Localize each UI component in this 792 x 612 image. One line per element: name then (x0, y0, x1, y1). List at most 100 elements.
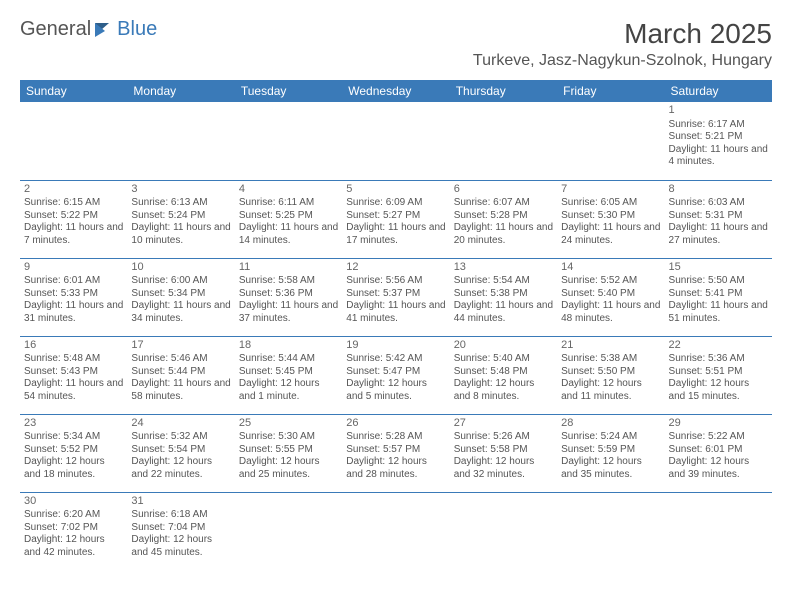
daylight-text: Daylight: 12 hours and 18 minutes. (24, 456, 123, 481)
sunset-text: Sunset: 5:52 PM (24, 444, 123, 457)
daylight-text: Daylight: 12 hours and 15 minutes. (669, 378, 768, 403)
sunset-text: Sunset: 5:50 PM (561, 366, 660, 379)
daylight-text: Daylight: 12 hours and 28 minutes. (346, 456, 445, 481)
calendar-cell: 6Sunrise: 6:07 AMSunset: 5:28 PMDaylight… (450, 180, 557, 258)
daylight-text: Daylight: 11 hours and 7 minutes. (24, 222, 123, 247)
sunrise-text: Sunrise: 6:17 AM (669, 119, 768, 132)
daylight-text: Daylight: 11 hours and 20 minutes. (454, 222, 553, 247)
sunset-text: Sunset: 5:45 PM (239, 366, 338, 379)
calendar-cell: 19Sunrise: 5:42 AMSunset: 5:47 PMDayligh… (342, 336, 449, 414)
calendar-cell: 4Sunrise: 6:11 AMSunset: 5:25 PMDaylight… (235, 180, 342, 258)
calendar-cell: 3Sunrise: 6:13 AMSunset: 5:24 PMDaylight… (127, 180, 234, 258)
day-number: 27 (454, 417, 553, 431)
calendar-row: 2Sunrise: 6:15 AMSunset: 5:22 PMDaylight… (20, 180, 772, 258)
logo-text-1: General (20, 18, 91, 41)
sunrise-text: Sunrise: 5:32 AM (131, 431, 230, 444)
calendar-row: 9Sunrise: 6:01 AMSunset: 5:33 PMDaylight… (20, 258, 772, 336)
daylight-text: Daylight: 11 hours and 34 minutes. (131, 300, 230, 325)
day-number: 30 (24, 495, 123, 509)
daylight-text: Daylight: 12 hours and 45 minutes. (131, 534, 230, 559)
sunset-text: Sunset: 7:04 PM (131, 522, 230, 535)
calendar-cell: 29Sunrise: 5:22 AMSunset: 6:01 PMDayligh… (665, 414, 772, 492)
sunrise-text: Sunrise: 5:30 AM (239, 431, 338, 444)
day-number: 16 (24, 339, 123, 353)
sunrise-text: Sunrise: 6:13 AM (131, 197, 230, 210)
sunrise-text: Sunrise: 6:03 AM (669, 197, 768, 210)
calendar-cell: 17Sunrise: 5:46 AMSunset: 5:44 PMDayligh… (127, 336, 234, 414)
weekday-header: Friday (557, 80, 664, 102)
day-number: 7 (561, 183, 660, 197)
sunset-text: Sunset: 7:02 PM (24, 522, 123, 535)
sunset-text: Sunset: 5:36 PM (239, 288, 338, 301)
calendar-cell: 2Sunrise: 6:15 AMSunset: 5:22 PMDaylight… (20, 180, 127, 258)
day-number: 21 (561, 339, 660, 353)
sunrise-text: Sunrise: 6:15 AM (24, 197, 123, 210)
sunset-text: Sunset: 5:28 PM (454, 210, 553, 223)
day-number: 6 (454, 183, 553, 197)
calendar-cell: 24Sunrise: 5:32 AMSunset: 5:54 PMDayligh… (127, 414, 234, 492)
daylight-text: Daylight: 11 hours and 31 minutes. (24, 300, 123, 325)
calendar-cell: 10Sunrise: 6:00 AMSunset: 5:34 PMDayligh… (127, 258, 234, 336)
calendar-cell: 14Sunrise: 5:52 AMSunset: 5:40 PMDayligh… (557, 258, 664, 336)
daylight-text: Daylight: 11 hours and 54 minutes. (24, 378, 123, 403)
day-number: 12 (346, 261, 445, 275)
sunset-text: Sunset: 5:27 PM (346, 210, 445, 223)
calendar-cell: 20Sunrise: 5:40 AMSunset: 5:48 PMDayligh… (450, 336, 557, 414)
calendar-cell: 9Sunrise: 6:01 AMSunset: 5:33 PMDaylight… (20, 258, 127, 336)
sunrise-text: Sunrise: 6:00 AM (131, 275, 230, 288)
weekday-header: Thursday (450, 80, 557, 102)
daylight-text: Daylight: 12 hours and 32 minutes. (454, 456, 553, 481)
sunrise-text: Sunrise: 5:38 AM (561, 353, 660, 366)
sunrise-text: Sunrise: 5:56 AM (346, 275, 445, 288)
sunrise-text: Sunrise: 6:18 AM (131, 509, 230, 522)
calendar-row: 23Sunrise: 5:34 AMSunset: 5:52 PMDayligh… (20, 414, 772, 492)
daylight-text: Daylight: 11 hours and 4 minutes. (669, 144, 768, 169)
day-number: 22 (669, 339, 768, 353)
sunset-text: Sunset: 5:31 PM (669, 210, 768, 223)
sunset-text: Sunset: 5:47 PM (346, 366, 445, 379)
sunrise-text: Sunrise: 5:54 AM (454, 275, 553, 288)
sunrise-text: Sunrise: 5:50 AM (669, 275, 768, 288)
calendar-cell-empty (127, 102, 234, 180)
weekday-header: Wednesday (342, 80, 449, 102)
sunset-text: Sunset: 5:37 PM (346, 288, 445, 301)
calendar-cell-empty (20, 102, 127, 180)
calendar-cell: 11Sunrise: 5:58 AMSunset: 5:36 PMDayligh… (235, 258, 342, 336)
daylight-text: Daylight: 12 hours and 42 minutes. (24, 534, 123, 559)
sunset-text: Sunset: 5:33 PM (24, 288, 123, 301)
sunset-text: Sunset: 5:38 PM (454, 288, 553, 301)
sunrise-text: Sunrise: 6:07 AM (454, 197, 553, 210)
day-number: 11 (239, 261, 338, 275)
daylight-text: Daylight: 12 hours and 22 minutes. (131, 456, 230, 481)
sunrise-text: Sunrise: 6:20 AM (24, 509, 123, 522)
daylight-text: Daylight: 11 hours and 51 minutes. (669, 300, 768, 325)
sunrise-text: Sunrise: 5:52 AM (561, 275, 660, 288)
daylight-text: Daylight: 11 hours and 48 minutes. (561, 300, 660, 325)
sunrise-text: Sunrise: 5:44 AM (239, 353, 338, 366)
day-number: 14 (561, 261, 660, 275)
sunrise-text: Sunrise: 5:46 AM (131, 353, 230, 366)
sunset-text: Sunset: 5:51 PM (669, 366, 768, 379)
sunset-text: Sunset: 5:40 PM (561, 288, 660, 301)
weekday-header: Saturday (665, 80, 772, 102)
sunset-text: Sunset: 5:58 PM (454, 444, 553, 457)
daylight-text: Daylight: 11 hours and 17 minutes. (346, 222, 445, 247)
calendar-cell-empty (235, 102, 342, 180)
day-number: 4 (239, 183, 338, 197)
sunset-text: Sunset: 6:01 PM (669, 444, 768, 457)
calendar-cell: 5Sunrise: 6:09 AMSunset: 5:27 PMDaylight… (342, 180, 449, 258)
day-number: 31 (131, 495, 230, 509)
calendar-cell-empty (342, 102, 449, 180)
calendar-cell-empty (557, 492, 664, 570)
day-number: 15 (669, 261, 768, 275)
day-number: 10 (131, 261, 230, 275)
daylight-text: Daylight: 12 hours and 11 minutes. (561, 378, 660, 403)
sunset-text: Sunset: 5:24 PM (131, 210, 230, 223)
sunrise-text: Sunrise: 5:36 AM (669, 353, 768, 366)
sunset-text: Sunset: 5:43 PM (24, 366, 123, 379)
calendar-cell: 13Sunrise: 5:54 AMSunset: 5:38 PMDayligh… (450, 258, 557, 336)
day-number: 29 (669, 417, 768, 431)
sunrise-text: Sunrise: 6:11 AM (239, 197, 338, 210)
calendar-cell: 25Sunrise: 5:30 AMSunset: 5:55 PMDayligh… (235, 414, 342, 492)
daylight-text: Daylight: 12 hours and 8 minutes. (454, 378, 553, 403)
